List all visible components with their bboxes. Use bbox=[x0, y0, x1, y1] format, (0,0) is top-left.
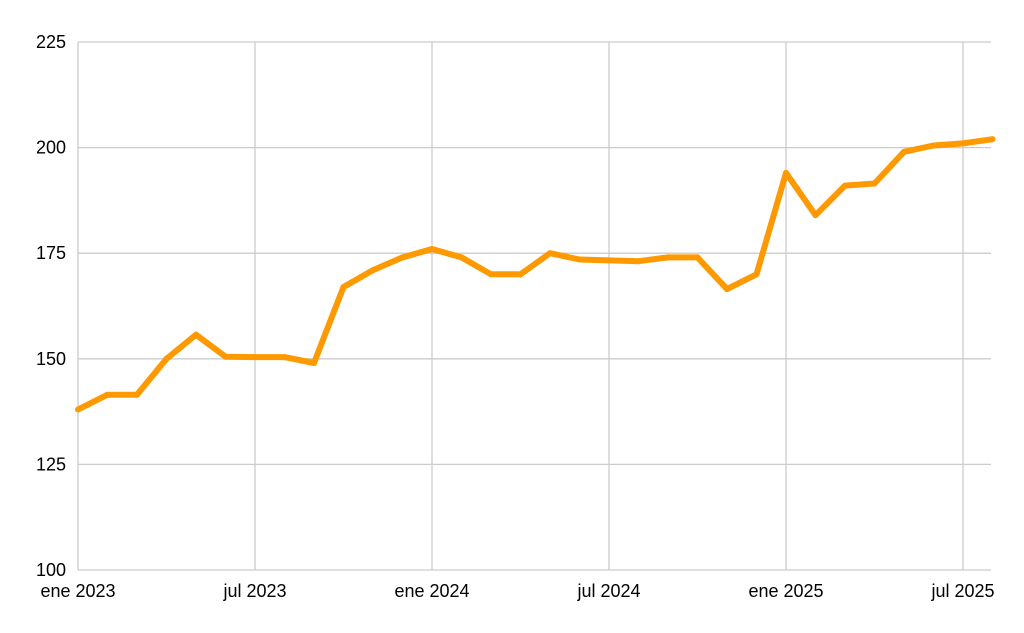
data-point bbox=[163, 355, 170, 362]
data-point bbox=[340, 283, 347, 290]
data-point bbox=[370, 267, 376, 274]
data-point bbox=[193, 331, 199, 338]
y-tick-label: 225 bbox=[36, 32, 66, 52]
x-tick-label: jul 2024 bbox=[576, 581, 640, 601]
y-tick-label: 200 bbox=[36, 138, 66, 158]
x-tick-label: ene 2023 bbox=[40, 581, 115, 601]
x-tick-label: jul 2023 bbox=[222, 581, 286, 601]
data-point bbox=[75, 406, 81, 413]
data-point bbox=[104, 391, 111, 398]
data-point bbox=[606, 257, 612, 264]
data-point bbox=[488, 271, 494, 278]
data-point bbox=[901, 148, 907, 155]
series-layer bbox=[75, 136, 996, 413]
data-point bbox=[842, 182, 848, 189]
x-tick-label: ene 2024 bbox=[394, 581, 469, 601]
data-point bbox=[812, 212, 819, 219]
y-tick-label: 150 bbox=[36, 349, 66, 369]
data-point bbox=[429, 245, 435, 252]
series-line bbox=[76, 136, 993, 413]
y-tick-label: 175 bbox=[36, 243, 66, 263]
y-axis: 100 125 150 175 200 225 bbox=[36, 32, 66, 580]
y-tick-label: 125 bbox=[36, 454, 66, 474]
data-point bbox=[134, 391, 140, 398]
x-tick-label: jul 2025 bbox=[930, 581, 994, 601]
data-point bbox=[665, 254, 671, 261]
data-point bbox=[547, 250, 553, 257]
data-point bbox=[281, 354, 288, 361]
data-point bbox=[576, 256, 583, 263]
data-point bbox=[989, 136, 996, 143]
y-tick-label: 100 bbox=[36, 560, 66, 580]
data-point bbox=[458, 254, 465, 261]
data-point bbox=[399, 254, 406, 261]
x-axis: ene 2023 jul 2023 ene 2024 jul 2024 ene 2025… bbox=[40, 581, 994, 601]
grid-lines bbox=[77, 41, 991, 571]
data-point bbox=[517, 271, 524, 278]
data-point bbox=[635, 258, 642, 265]
data-point bbox=[871, 180, 878, 187]
data-point bbox=[783, 169, 789, 176]
data-point bbox=[694, 254, 701, 261]
data-point bbox=[252, 354, 258, 361]
data-point bbox=[222, 353, 229, 360]
data-point bbox=[311, 360, 317, 367]
data-point bbox=[930, 142, 937, 149]
data-point bbox=[724, 286, 730, 293]
x-tick-label: ene 2025 bbox=[748, 581, 823, 601]
data-point bbox=[960, 140, 966, 147]
data-point bbox=[753, 271, 760, 278]
